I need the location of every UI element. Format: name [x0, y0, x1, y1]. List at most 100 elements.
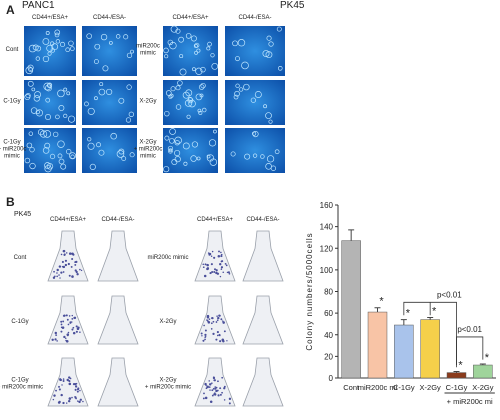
cell — [163, 166, 170, 173]
cell — [175, 28, 181, 34]
row-label: C-1Gy + miR200c mimic — [0, 378, 43, 391]
cell — [27, 80, 34, 87]
row-label: Cont — [6, 47, 19, 53]
row-label: X-2Gy — [139, 99, 156, 105]
cell — [99, 82, 104, 87]
flask — [242, 357, 284, 407]
colony — [74, 395, 76, 398]
panel-label: B — [6, 195, 15, 209]
colony — [68, 397, 72, 400]
x-tick-label: C-1Gy — [446, 383, 468, 392]
colony — [204, 263, 207, 266]
error-bar — [453, 371, 460, 373]
row-label-line: mimic — [140, 51, 156, 57]
cell — [197, 108, 202, 113]
cell — [53, 131, 59, 138]
colony — [221, 260, 224, 263]
colony — [71, 396, 73, 399]
column-header: CD44+/ESA+ — [50, 217, 87, 223]
colony — [220, 268, 223, 270]
colony — [59, 378, 62, 382]
cell — [235, 83, 240, 88]
colony — [204, 396, 208, 400]
asterisk: * — [379, 296, 384, 308]
row-label-line: X-2Gy — [159, 378, 176, 384]
cell — [26, 142, 33, 149]
cell — [164, 135, 170, 141]
cell — [200, 66, 206, 73]
flask — [194, 295, 236, 345]
colony — [228, 402, 231, 405]
cell — [55, 39, 61, 44]
cell — [230, 151, 236, 157]
colony — [201, 335, 203, 337]
colony — [63, 253, 66, 256]
colony — [69, 321, 72, 323]
row-label: X-2Gy + miR200c mimic — [134, 140, 163, 160]
colony — [62, 401, 65, 405]
colony — [223, 330, 226, 333]
y-tick-label: 100 — [320, 266, 334, 275]
colony — [219, 334, 221, 337]
micrograph — [82, 128, 137, 173]
cell — [29, 146, 35, 153]
colony — [223, 385, 226, 388]
cell — [42, 38, 50, 45]
annotation: p<0.01 — [437, 290, 462, 299]
cell — [190, 155, 197, 162]
colony — [56, 275, 58, 278]
cell — [167, 39, 174, 46]
x-tick-label: X-2Gy — [472, 383, 494, 392]
row-label-line: + miR200c — [0, 147, 26, 153]
colony — [80, 269, 83, 272]
cell — [262, 50, 270, 58]
colony — [210, 255, 213, 257]
cell — [206, 154, 211, 159]
y-tick-label: 140 — [320, 223, 334, 232]
cell — [128, 111, 135, 117]
micrograph — [24, 26, 76, 76]
colony — [220, 255, 223, 258]
cell — [201, 107, 207, 113]
row-label-line: C-1Gy — [3, 99, 20, 105]
colony — [74, 263, 77, 266]
cell — [27, 64, 34, 71]
colony — [74, 261, 77, 264]
colony — [202, 266, 205, 269]
colony — [72, 331, 76, 335]
cell — [265, 163, 272, 170]
y-tick-label: 40 — [324, 331, 333, 340]
colony — [219, 314, 221, 317]
colony — [62, 271, 65, 273]
row-label: C-1Gy — [11, 319, 28, 325]
cell — [94, 43, 101, 50]
colony — [219, 275, 222, 278]
colony — [216, 330, 219, 334]
cell — [191, 141, 199, 148]
colony — [74, 385, 78, 388]
micrograph — [82, 80, 137, 125]
row-label-line: C-1Gy — [3, 140, 20, 146]
colony — [211, 382, 213, 384]
colony — [68, 274, 71, 277]
cell — [186, 114, 191, 119]
bar — [420, 319, 440, 379]
cell — [87, 137, 92, 142]
colony — [208, 253, 211, 256]
cell — [174, 149, 181, 157]
colony — [213, 271, 216, 274]
colony — [63, 335, 66, 339]
cell — [211, 62, 219, 70]
colony — [222, 340, 225, 343]
colony — [71, 328, 74, 331]
flask — [47, 357, 89, 407]
micrograph — [82, 26, 137, 76]
colony — [58, 400, 61, 404]
flask — [47, 230, 89, 282]
row-label-line: C-1Gy — [11, 378, 28, 384]
cell — [175, 104, 182, 110]
bar — [446, 372, 467, 379]
error-bar — [348, 229, 355, 241]
cell — [164, 110, 170, 117]
cell — [198, 110, 203, 115]
